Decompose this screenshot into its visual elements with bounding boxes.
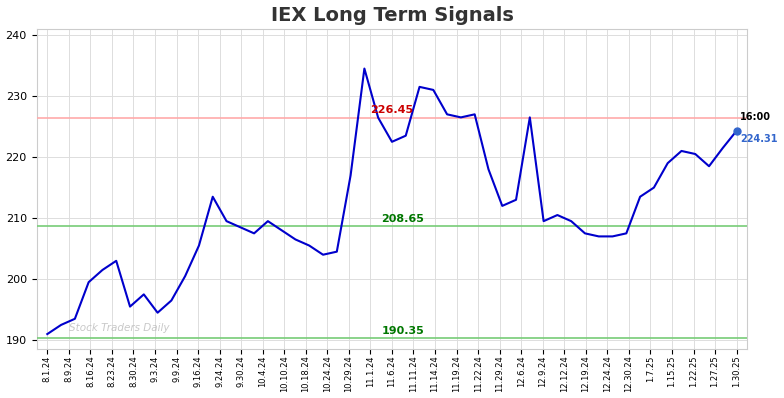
Text: 190.35: 190.35	[381, 326, 424, 336]
Text: Stock Traders Daily: Stock Traders Daily	[69, 323, 169, 333]
Text: 226.45: 226.45	[370, 105, 413, 115]
Title: IEX Long Term Signals: IEX Long Term Signals	[270, 6, 514, 25]
Text: 224.31: 224.31	[740, 134, 778, 144]
Text: 16:00: 16:00	[740, 111, 771, 122]
Text: 208.65: 208.65	[381, 214, 424, 224]
